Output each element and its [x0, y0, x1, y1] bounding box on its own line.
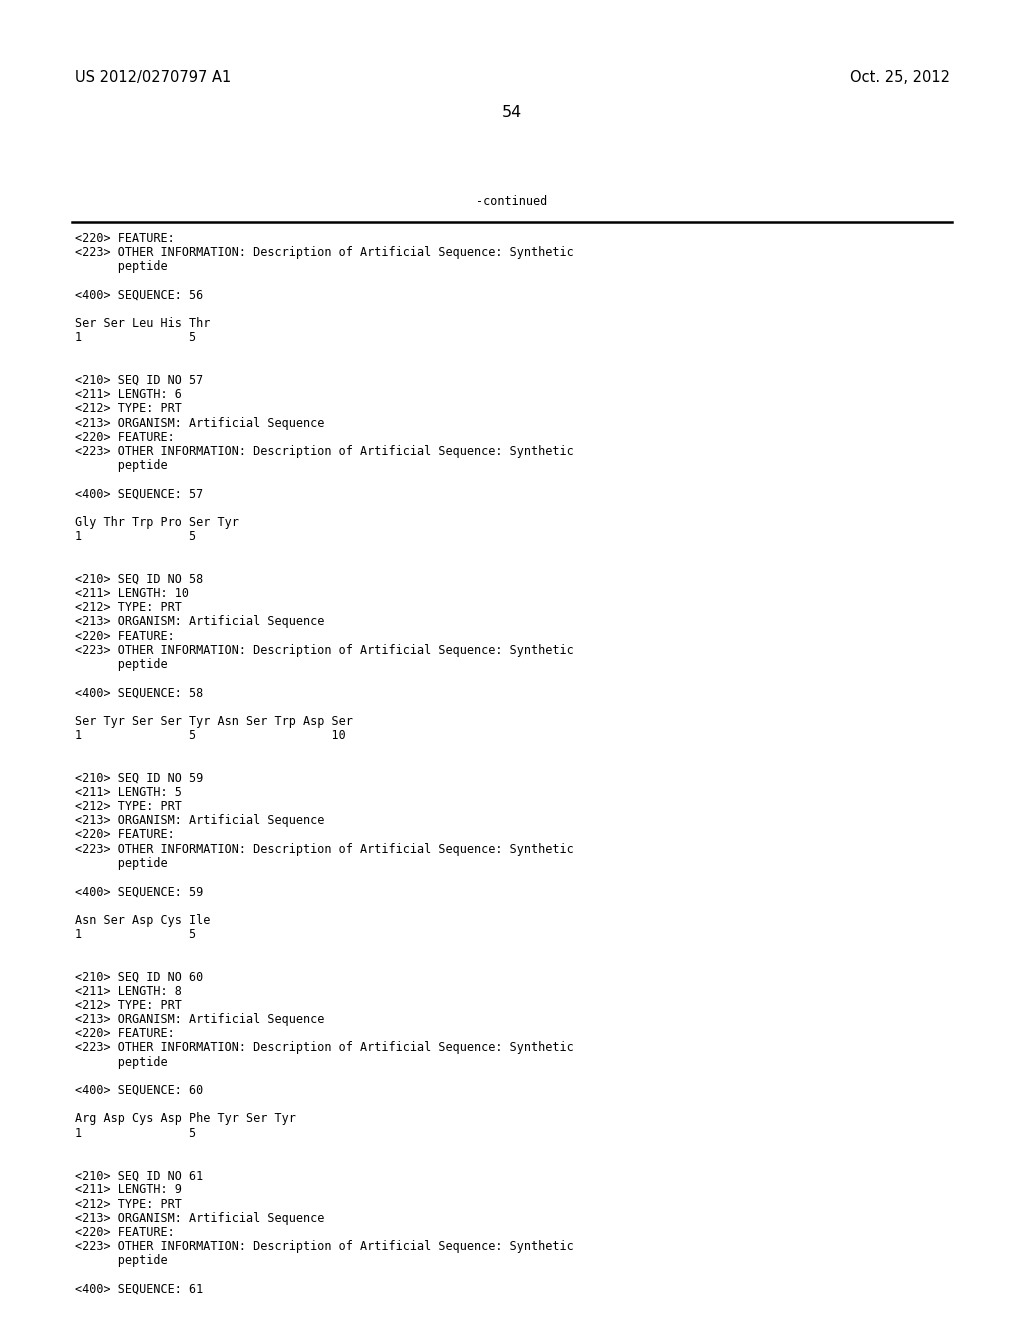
Text: <213> ORGANISM: Artificial Sequence: <213> ORGANISM: Artificial Sequence: [75, 615, 325, 628]
Text: peptide: peptide: [75, 459, 168, 473]
Text: <223> OTHER INFORMATION: Description of Artificial Sequence: Synthetic: <223> OTHER INFORMATION: Description of …: [75, 842, 573, 855]
Text: <211> LENGTH: 9: <211> LENGTH: 9: [75, 1184, 182, 1196]
Text: Gly Thr Trp Pro Ser Tyr: Gly Thr Trp Pro Ser Tyr: [75, 516, 239, 529]
Text: <400> SEQUENCE: 56: <400> SEQUENCE: 56: [75, 289, 203, 302]
Text: <400> SEQUENCE: 61: <400> SEQUENCE: 61: [75, 1283, 203, 1296]
Text: <211> LENGTH: 6: <211> LENGTH: 6: [75, 388, 182, 401]
Text: <210> SEQ ID NO 57: <210> SEQ ID NO 57: [75, 374, 203, 387]
Text: Arg Asp Cys Asp Phe Tyr Ser Tyr: Arg Asp Cys Asp Phe Tyr Ser Tyr: [75, 1113, 296, 1126]
Text: <212> TYPE: PRT: <212> TYPE: PRT: [75, 1197, 182, 1210]
Text: US 2012/0270797 A1: US 2012/0270797 A1: [75, 70, 231, 84]
Text: 1               5: 1 5: [75, 928, 197, 941]
Text: 54: 54: [502, 106, 522, 120]
Text: <212> TYPE: PRT: <212> TYPE: PRT: [75, 601, 182, 614]
Text: <400> SEQUENCE: 60: <400> SEQUENCE: 60: [75, 1084, 203, 1097]
Text: 1               5: 1 5: [75, 531, 197, 544]
Text: <211> LENGTH: 8: <211> LENGTH: 8: [75, 985, 182, 998]
Text: <223> OTHER INFORMATION: Description of Artificial Sequence: Synthetic: <223> OTHER INFORMATION: Description of …: [75, 247, 573, 259]
Text: <400> SEQUENCE: 57: <400> SEQUENCE: 57: [75, 487, 203, 500]
Text: <211> LENGTH: 10: <211> LENGTH: 10: [75, 587, 189, 601]
Text: <223> OTHER INFORMATION: Description of Artificial Sequence: Synthetic: <223> OTHER INFORMATION: Description of …: [75, 1041, 573, 1055]
Text: <220> FEATURE:: <220> FEATURE:: [75, 430, 175, 444]
Text: <213> ORGANISM: Artificial Sequence: <213> ORGANISM: Artificial Sequence: [75, 1212, 325, 1225]
Text: <223> OTHER INFORMATION: Description of Artificial Sequence: Synthetic: <223> OTHER INFORMATION: Description of …: [75, 445, 573, 458]
Text: <210> SEQ ID NO 58: <210> SEQ ID NO 58: [75, 573, 203, 586]
Text: <220> FEATURE:: <220> FEATURE:: [75, 1226, 175, 1239]
Text: peptide: peptide: [75, 857, 168, 870]
Text: <220> FEATURE:: <220> FEATURE:: [75, 232, 175, 246]
Text: <223> OTHER INFORMATION: Description of Artificial Sequence: Synthetic: <223> OTHER INFORMATION: Description of …: [75, 644, 573, 657]
Text: peptide: peptide: [75, 657, 168, 671]
Text: peptide: peptide: [75, 260, 168, 273]
Text: <212> TYPE: PRT: <212> TYPE: PRT: [75, 800, 182, 813]
Text: <210> SEQ ID NO 61: <210> SEQ ID NO 61: [75, 1170, 203, 1183]
Text: <210> SEQ ID NO 60: <210> SEQ ID NO 60: [75, 970, 203, 983]
Text: peptide: peptide: [75, 1056, 168, 1069]
Text: Asn Ser Asp Cys Ile: Asn Ser Asp Cys Ile: [75, 913, 210, 927]
Text: <220> FEATURE:: <220> FEATURE:: [75, 829, 175, 841]
Text: Ser Ser Leu His Thr: Ser Ser Leu His Thr: [75, 317, 210, 330]
Text: <223> OTHER INFORMATION: Description of Artificial Sequence: Synthetic: <223> OTHER INFORMATION: Description of …: [75, 1241, 573, 1253]
Text: 1               5: 1 5: [75, 331, 197, 345]
Text: Oct. 25, 2012: Oct. 25, 2012: [850, 70, 950, 84]
Text: <400> SEQUENCE: 59: <400> SEQUENCE: 59: [75, 886, 203, 898]
Text: <213> ORGANISM: Artificial Sequence: <213> ORGANISM: Artificial Sequence: [75, 1012, 325, 1026]
Text: <220> FEATURE:: <220> FEATURE:: [75, 1027, 175, 1040]
Text: <212> TYPE: PRT: <212> TYPE: PRT: [75, 403, 182, 416]
Text: <212> TYPE: PRT: <212> TYPE: PRT: [75, 999, 182, 1012]
Text: <400> SEQUENCE: 58: <400> SEQUENCE: 58: [75, 686, 203, 700]
Text: <220> FEATURE:: <220> FEATURE:: [75, 630, 175, 643]
Text: 1               5                   10: 1 5 10: [75, 729, 346, 742]
Text: -continued: -continued: [476, 195, 548, 209]
Text: 1               5: 1 5: [75, 1126, 197, 1139]
Text: Ser Tyr Ser Ser Tyr Asn Ser Trp Asp Ser: Ser Tyr Ser Ser Tyr Asn Ser Trp Asp Ser: [75, 715, 353, 727]
Text: peptide: peptide: [75, 1254, 168, 1267]
Text: <211> LENGTH: 5: <211> LENGTH: 5: [75, 785, 182, 799]
Text: <213> ORGANISM: Artificial Sequence: <213> ORGANISM: Artificial Sequence: [75, 417, 325, 429]
Text: <213> ORGANISM: Artificial Sequence: <213> ORGANISM: Artificial Sequence: [75, 814, 325, 828]
Text: <210> SEQ ID NO 59: <210> SEQ ID NO 59: [75, 772, 203, 784]
